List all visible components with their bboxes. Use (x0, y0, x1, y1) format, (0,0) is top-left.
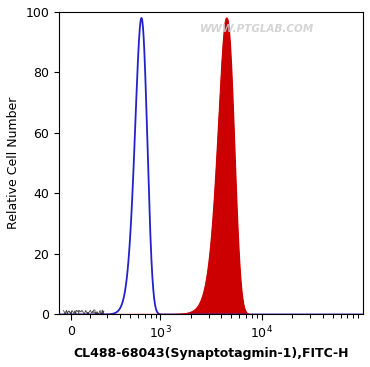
Y-axis label: Relative Cell Number: Relative Cell Number (7, 97, 20, 229)
X-axis label: CL488-68043(Synaptotagmin-1),FITC-H: CL488-68043(Synaptotagmin-1),FITC-H (73, 347, 349, 360)
Text: WWW.PTGLAB.COM: WWW.PTGLAB.COM (199, 24, 314, 34)
